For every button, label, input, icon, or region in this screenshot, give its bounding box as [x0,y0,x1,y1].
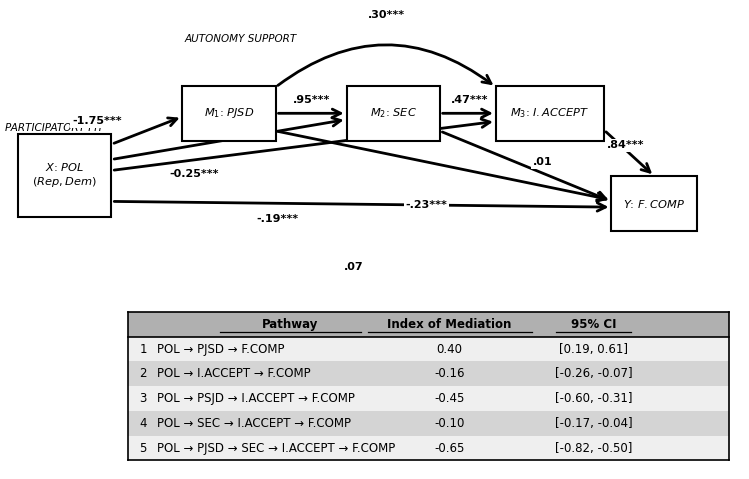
Text: -0.25***: -0.25*** [169,169,219,179]
Bar [128,436,729,460]
Text: $\mathit{M_2}$: $\mathit{SEC}$: $\mathit{M_2}$: $\mathit{SEC}$ [370,106,416,120]
Text: POL → SEC → I.ACCEPT → F.COMP: POL → SEC → I.ACCEPT → F.COMP [157,417,351,430]
FancyBboxPatch shape [611,176,697,231]
Text: 95% CI: 95% CI [571,318,616,331]
Text: $\mathit{Y}$: $\mathit{F.COMP}$: $\mathit{Y}$: $\mathit{F.COMP}$ [623,198,685,210]
Text: AUTONOMY SUPPORT: AUTONOMY SUPPORT [184,34,297,44]
Bar [128,411,729,436]
Bar [128,337,729,362]
Text: POL → PSJD → I.ACCEPT → F.COMP: POL → PSJD → I.ACCEPT → F.COMP [157,392,354,405]
Text: [-0.26, -0.07]: [-0.26, -0.07] [555,367,633,380]
Text: .07: .07 [344,262,363,272]
Text: -0.45: -0.45 [434,392,465,405]
Text: .84***: .84*** [607,140,644,150]
Text: .30***: .30*** [368,10,405,20]
Text: [-0.82, -0.50]: [-0.82, -0.50] [555,442,632,455]
Text: -1.75***: -1.75*** [72,116,122,126]
Text: 5: 5 [139,442,147,455]
FancyBboxPatch shape [347,86,440,141]
Text: -0.65: -0.65 [434,442,465,455]
Text: .47***: .47*** [450,95,488,105]
Text: [0.19, 0.61]: [0.19, 0.61] [560,342,628,355]
FancyBboxPatch shape [18,134,112,217]
Bar [128,362,729,386]
Text: -0.16: -0.16 [434,367,465,380]
FancyBboxPatch shape [182,86,276,141]
FancyBboxPatch shape [496,86,604,141]
Text: -.19***: -.19*** [256,214,299,224]
Text: 3: 3 [139,392,147,405]
Text: 0.40: 0.40 [437,342,463,355]
Text: Index of Mediation: Index of Mediation [387,318,512,331]
Text: Pathway: Pathway [262,318,318,331]
Text: 2: 2 [139,367,147,380]
Text: POL → PJSD → F.COMP: POL → PJSD → F.COMP [157,342,284,355]
Text: $\mathit{M_1}$: $\mathit{PJSD}$: $\mathit{M_1}$: $\mathit{PJSD}$ [204,106,254,120]
Text: [-0.17, -0.04]: [-0.17, -0.04] [555,417,633,430]
Text: 1: 1 [139,342,147,355]
Text: [-0.60, -0.31]: [-0.60, -0.31] [555,392,633,405]
Text: 4: 4 [139,417,147,430]
Text: POL → PJSD → SEC → I.ACCEPT → F.COMP: POL → PJSD → SEC → I.ACCEPT → F.COMP [157,442,395,455]
Text: $\mathit{M_3}$: $\mathit{I.ACCEPT}$: $\mathit{M_3}$: $\mathit{I.ACCEPT}$ [510,106,589,120]
Text: POL → I.ACCEPT → F.COMP: POL → I.ACCEPT → F.COMP [157,367,310,380]
Bar [128,386,729,411]
Text: $\mathit{X}$: $\mathit{POL}$
($\mathit{Rep, Dem}$): $\mathit{X}$: $\mathit{POL}$ ($\mathit{R… [32,161,97,189]
Text: .01: .01 [533,158,552,167]
Text: .95***: .95*** [292,95,330,105]
Bar [128,312,729,337]
Text: -0.10: -0.10 [434,417,465,430]
Text: PARTICIPATORY FIT: PARTICIPATORY FIT [5,123,104,133]
Text: -.23***: -.23*** [406,200,448,210]
